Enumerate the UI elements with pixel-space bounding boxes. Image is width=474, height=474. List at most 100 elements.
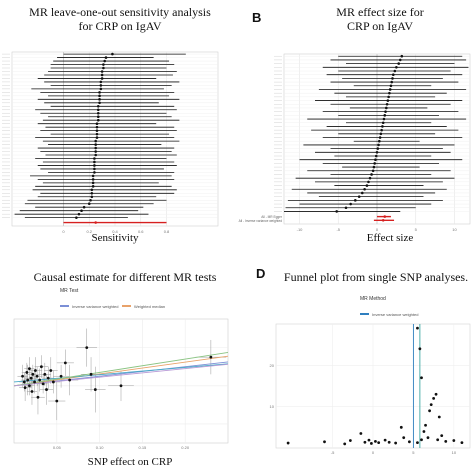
estimate-point xyxy=(102,63,105,66)
snp-point xyxy=(394,441,398,445)
estimate-point xyxy=(111,52,114,56)
estimate-point xyxy=(95,125,99,129)
estimate-point xyxy=(373,162,376,165)
snp-point xyxy=(399,425,403,429)
snp-point xyxy=(420,438,423,442)
snp-point xyxy=(89,372,93,376)
estimate-point xyxy=(379,132,383,136)
x-tick-label: 10 xyxy=(452,227,457,232)
snp-point xyxy=(416,441,419,445)
estimate-point xyxy=(98,94,101,98)
snp-point xyxy=(369,442,373,445)
legend-label: Weighted median xyxy=(134,303,166,309)
estimate-point xyxy=(94,150,97,153)
snp-point xyxy=(420,376,423,380)
estimate-point xyxy=(77,212,81,216)
estimate-point xyxy=(376,147,380,150)
estimate-point xyxy=(384,110,387,113)
estimate-point xyxy=(371,169,375,173)
estimate-point xyxy=(365,184,369,187)
estimate-point xyxy=(102,66,105,70)
summary-label: All - MR Egger xyxy=(261,215,283,219)
mr-test-line xyxy=(13,363,229,387)
snp-point xyxy=(29,376,33,380)
estimate-point xyxy=(368,176,372,180)
panel-c-legend-title: MR Test xyxy=(60,288,79,294)
x-tick-label: 0 xyxy=(62,229,65,234)
estimate-point xyxy=(375,151,379,154)
estimate-point xyxy=(98,98,101,101)
estimate-point xyxy=(90,188,94,192)
estimate-point xyxy=(103,59,106,63)
estimate-point xyxy=(91,185,95,188)
estimate-point xyxy=(95,132,99,136)
estimate-point xyxy=(385,106,388,110)
estimate-point xyxy=(98,101,101,105)
snp-point xyxy=(46,376,50,380)
snp-point xyxy=(416,326,419,330)
legend-label: Inverse variance weighted xyxy=(372,311,419,317)
snp-point xyxy=(377,441,381,445)
snp-point xyxy=(374,439,377,443)
snp-point xyxy=(51,380,55,384)
estimate-point xyxy=(363,187,366,191)
estimate-point xyxy=(100,77,104,80)
estimate-point xyxy=(395,66,398,69)
snp-point xyxy=(367,438,371,442)
snp-point xyxy=(343,442,347,446)
x-tick-label: 0 xyxy=(376,227,379,232)
estimate-point xyxy=(374,158,377,161)
snp-point xyxy=(21,374,24,378)
snp-point xyxy=(426,436,430,440)
snp-point xyxy=(407,440,411,444)
snp-point xyxy=(28,384,31,388)
panel-a-xlabel: Sensitivity xyxy=(91,232,139,244)
estimate-point xyxy=(91,181,95,185)
estimate-point xyxy=(370,173,373,176)
snp-point xyxy=(383,438,387,442)
mr-test-line xyxy=(13,355,229,387)
snp-point xyxy=(209,355,213,359)
estimate-point xyxy=(387,95,390,99)
estimate-point xyxy=(99,80,103,84)
snp-point xyxy=(43,372,47,376)
x-tick-label: 0.20 xyxy=(181,445,190,450)
estimate-point xyxy=(95,129,99,132)
snp-point xyxy=(85,346,89,350)
estimate-point xyxy=(357,195,361,198)
snp-point xyxy=(35,374,39,378)
estimate-point xyxy=(378,139,381,143)
estimate-point xyxy=(95,122,99,125)
x-tick-label: 0.8 xyxy=(164,229,170,234)
summary-point xyxy=(381,219,385,222)
panel-b-title: MR effect size for CRP on IgAV xyxy=(290,5,470,33)
estimate-point xyxy=(94,153,97,157)
estimate-point xyxy=(389,84,393,88)
x-tick-label: 0.2 xyxy=(86,229,92,234)
estimate-point xyxy=(96,104,100,108)
estimate-point xyxy=(90,191,94,195)
x-tick-label: 0.15 xyxy=(139,445,148,450)
snp-point xyxy=(348,439,352,442)
snp-point xyxy=(452,439,456,442)
x-tick-label: 0.6 xyxy=(138,229,144,234)
snp-point xyxy=(432,397,436,400)
estimate-point xyxy=(344,206,348,210)
snp-point xyxy=(22,380,26,384)
estimate-point xyxy=(360,191,364,195)
summary-point xyxy=(94,221,97,224)
snp-point xyxy=(59,374,63,378)
estimate-point xyxy=(90,195,94,199)
snp-point xyxy=(23,386,27,390)
legend-label: Inverse variance weighted xyxy=(72,303,119,309)
estimate-point xyxy=(381,121,385,125)
panel-d-funnel-plot: -5 0 5 10 10 20 xyxy=(270,323,471,455)
estimate-point xyxy=(99,84,103,87)
legend-swatch xyxy=(360,313,369,315)
legend-swatch xyxy=(60,305,69,307)
snp-point xyxy=(424,423,427,427)
summary-label: All - Inverse variance weighted xyxy=(239,219,283,223)
snp-point xyxy=(436,438,440,442)
snp-point xyxy=(55,399,59,403)
